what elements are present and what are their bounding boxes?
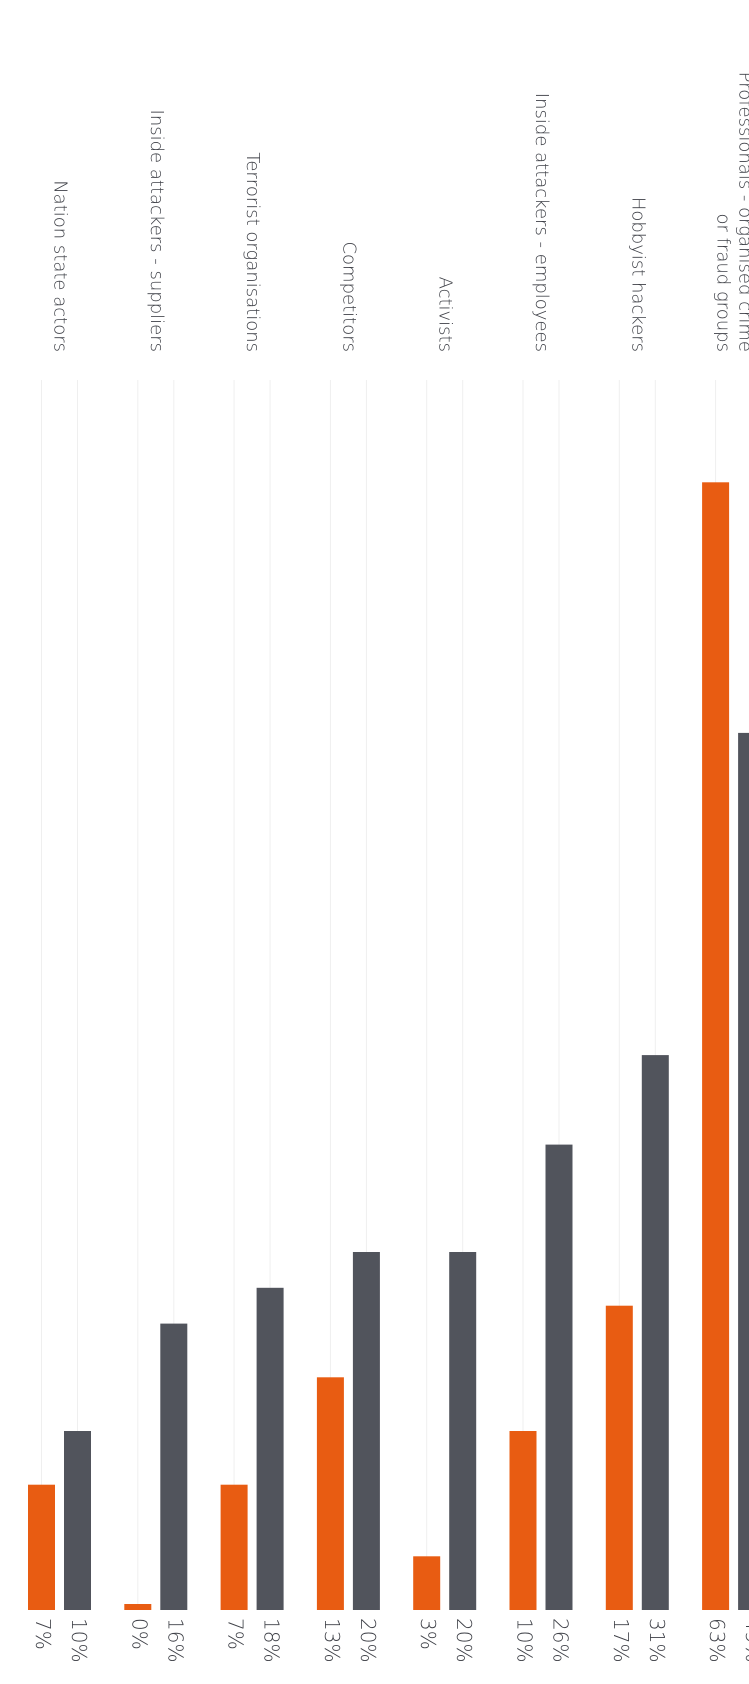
- bar-series-1: [702, 482, 730, 1610]
- bar-series-2: [545, 1144, 573, 1610]
- value-label: 7%: [224, 1618, 248, 1650]
- bar-series-2: [64, 1431, 91, 1610]
- category-label: Activists: [435, 277, 456, 352]
- category-label: Hobbyist hackers: [627, 197, 648, 352]
- value-label: 13%: [320, 1618, 344, 1662]
- value-label: 16%: [163, 1618, 187, 1662]
- value-label: 7%: [31, 1618, 55, 1650]
- category-label: Inside attackers - suppliers: [146, 110, 167, 352]
- value-label: 63%: [705, 1618, 729, 1662]
- value-label: 20%: [356, 1618, 380, 1662]
- value-label: 49%: [741, 1618, 749, 1662]
- value-label: 20%: [452, 1618, 476, 1662]
- category-label: Terrorist organisations: [242, 152, 263, 352]
- category-label: Professionals - organised crimeor fraud …: [713, 72, 749, 352]
- value-label: 3%: [416, 1618, 440, 1650]
- value-label: 17%: [609, 1618, 633, 1662]
- bar-series-1: [509, 1431, 537, 1610]
- bar-series-1: [28, 1484, 55, 1610]
- bar-series-2: [256, 1287, 284, 1610]
- bar-series-2: [352, 1252, 380, 1610]
- category-label: Inside attackers - employees: [531, 93, 552, 352]
- value-label: 10%: [513, 1618, 537, 1662]
- bar-series-1: [316, 1377, 344, 1610]
- value-label: 0%: [127, 1618, 151, 1650]
- value-label: 31%: [645, 1618, 669, 1662]
- value-label: 26%: [549, 1618, 573, 1662]
- bar-series-1: [413, 1556, 441, 1610]
- bar-series-1: [220, 1484, 248, 1610]
- bar-series-1: [605, 1305, 633, 1610]
- bar-series-2: [449, 1252, 477, 1610]
- category-label: Nation state actors: [50, 180, 71, 352]
- value-label: 18%: [260, 1618, 284, 1662]
- bar-series-1: [124, 1604, 152, 1610]
- bar-series-2: [738, 732, 749, 1610]
- bar-series-2: [160, 1323, 188, 1610]
- value-label: 10%: [67, 1618, 91, 1662]
- bar-series-2: [641, 1055, 669, 1610]
- category-label: Competitors: [338, 241, 359, 352]
